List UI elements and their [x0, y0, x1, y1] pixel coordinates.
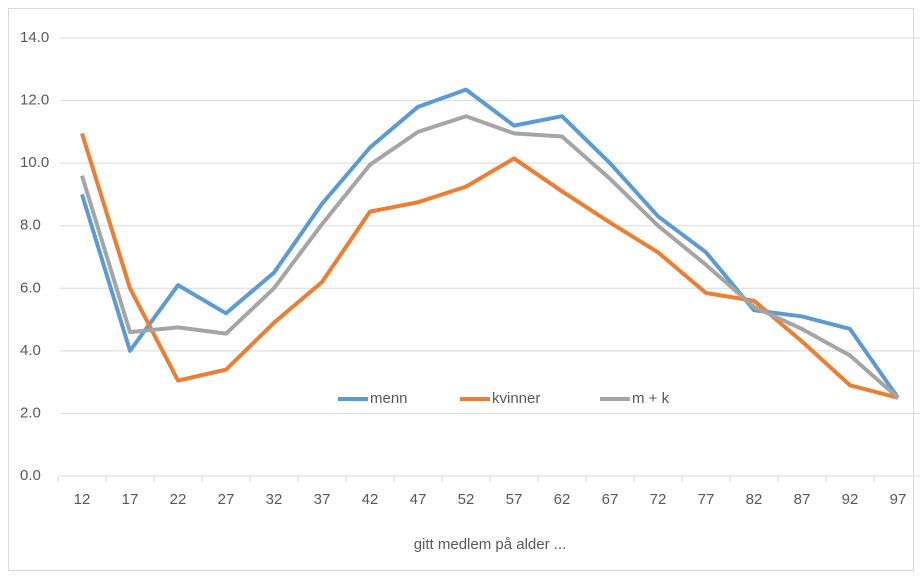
x-tick-label: 67 — [602, 491, 619, 508]
legend-label: menn — [370, 390, 408, 407]
y-tick-label: 8.0 — [20, 217, 41, 234]
y-tick-label: 10.0 — [20, 154, 49, 171]
x-tick-label: 97 — [890, 491, 907, 508]
y-tick-label: 6.0 — [20, 279, 41, 296]
chart-border — [8, 8, 914, 571]
x-tick-label: 32 — [266, 491, 283, 508]
data-line — [80, 132, 899, 400]
legend-label: kvinner — [492, 390, 540, 407]
x-tick-label: 52 — [458, 491, 475, 508]
y-tick-label: 14.0 — [20, 29, 49, 46]
x-tick-label: 92 — [842, 491, 859, 508]
y-tick-label: 4.0 — [20, 342, 41, 359]
x-tick-label: 17 — [122, 491, 139, 508]
x-tick-label: 37 — [314, 491, 331, 508]
x-tick-label: 12 — [74, 491, 91, 508]
x-tick-label: 62 — [554, 491, 571, 508]
data-line — [80, 87, 900, 399]
x-tick-label: 47 — [410, 491, 427, 508]
x-axis-title: gitt medlem på alder ... — [414, 536, 567, 553]
x-tick-label: 87 — [794, 491, 811, 508]
y-tick-label: 2.0 — [20, 404, 41, 421]
x-tick-label: 77 — [698, 491, 715, 508]
y-tick-label: 0.0 — [20, 467, 41, 484]
legend-label: m + k — [632, 390, 670, 407]
x-tick-label: 42 — [362, 491, 379, 508]
x-tick-label: 82 — [746, 491, 763, 508]
x-tick-label: 72 — [650, 491, 667, 508]
data-line — [80, 114, 900, 400]
y-tick-label: 12.0 — [20, 92, 49, 109]
x-tick-label: 57 — [506, 491, 523, 508]
x-tick-label: 22 — [170, 491, 187, 508]
x-tick-label: 27 — [218, 491, 235, 508]
